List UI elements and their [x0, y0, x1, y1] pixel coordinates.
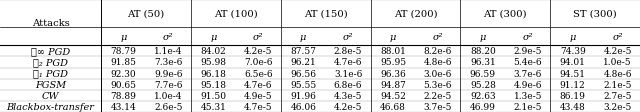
Text: 94.52: 94.52: [380, 91, 406, 100]
Text: 96.36: 96.36: [380, 69, 406, 78]
Text: 43.14: 43.14: [111, 102, 136, 111]
Text: σ²: σ²: [343, 32, 353, 41]
Text: 9.9e-6: 9.9e-6: [154, 69, 183, 78]
Text: σ²: σ²: [253, 32, 264, 41]
Text: 84.02: 84.02: [200, 47, 227, 56]
Text: 96.56: 96.56: [290, 69, 316, 78]
Text: σ²: σ²: [522, 32, 533, 41]
Text: ST (300): ST (300): [573, 9, 617, 18]
Text: 3.2e-5: 3.2e-5: [604, 102, 632, 111]
Text: 86.19: 86.19: [560, 91, 586, 100]
Text: 92.63: 92.63: [470, 91, 495, 100]
Text: 5.3e-6: 5.3e-6: [424, 80, 452, 89]
Text: 4.2e-5: 4.2e-5: [244, 47, 273, 56]
Text: AT (200): AT (200): [394, 9, 437, 18]
Text: 4.9e-6: 4.9e-6: [513, 80, 542, 89]
Text: 91.50: 91.50: [200, 91, 227, 100]
Text: 90.65: 90.65: [111, 80, 136, 89]
Text: 6.8e-6: 6.8e-6: [334, 80, 362, 89]
Text: 5.4e-6: 5.4e-6: [513, 58, 542, 67]
Text: 94.87: 94.87: [380, 80, 406, 89]
Text: 3.7e-5: 3.7e-5: [424, 102, 452, 111]
Text: 95.95: 95.95: [380, 58, 406, 67]
Text: 43.48: 43.48: [560, 102, 586, 111]
Text: 91.12: 91.12: [560, 80, 586, 89]
Text: 96.31: 96.31: [470, 58, 496, 67]
Text: 4.7e-6: 4.7e-6: [334, 58, 362, 67]
Text: AT (150): AT (150): [304, 9, 348, 18]
Text: 95.55: 95.55: [290, 80, 316, 89]
Text: 1.0e-4: 1.0e-4: [154, 91, 183, 100]
Text: 92.30: 92.30: [111, 69, 136, 78]
Text: 4.7e-6: 4.7e-6: [244, 80, 273, 89]
Text: σ²: σ²: [433, 32, 443, 41]
Text: 7.7e-6: 7.7e-6: [154, 80, 183, 89]
Text: 3.7e-6: 3.7e-6: [513, 69, 542, 78]
Text: 94.01: 94.01: [560, 58, 586, 67]
Text: 91.96: 91.96: [291, 91, 316, 100]
Text: AT (50): AT (50): [127, 9, 164, 18]
Text: 88.20: 88.20: [470, 47, 496, 56]
Text: 1.0e-5: 1.0e-5: [604, 58, 632, 67]
Text: 2.8e-5: 2.8e-5: [334, 47, 362, 56]
Text: 2.1e-5: 2.1e-5: [513, 102, 542, 111]
Text: 7.0e-6: 7.0e-6: [244, 58, 273, 67]
Text: μ: μ: [479, 32, 486, 41]
Text: μ: μ: [300, 32, 307, 41]
Text: 88.01: 88.01: [380, 47, 406, 56]
Text: 87.57: 87.57: [290, 47, 316, 56]
Text: 96.18: 96.18: [200, 69, 227, 78]
Text: 45.31: 45.31: [200, 102, 227, 111]
Text: FGSM: FGSM: [35, 80, 66, 89]
Text: 4.9e-5: 4.9e-5: [244, 91, 273, 100]
Text: AT (300): AT (300): [483, 9, 527, 18]
Text: 3.1e-6: 3.1e-6: [334, 69, 362, 78]
Text: σ²: σ²: [612, 32, 623, 41]
Text: μ: μ: [120, 32, 127, 41]
Text: 95.18: 95.18: [200, 80, 227, 89]
Text: 74.39: 74.39: [560, 47, 586, 56]
Text: 3.0e-6: 3.0e-6: [424, 69, 452, 78]
Text: 96.21: 96.21: [291, 58, 316, 67]
Text: ℓ₂ PGD: ℓ₂ PGD: [33, 58, 68, 67]
Text: μ: μ: [390, 32, 396, 41]
Text: 94.51: 94.51: [559, 69, 586, 78]
Text: 2.1e-5: 2.1e-5: [604, 80, 632, 89]
Text: 6.5e-6: 6.5e-6: [244, 69, 273, 78]
Text: 78.89: 78.89: [111, 91, 136, 100]
Text: 46.99: 46.99: [470, 102, 496, 111]
Text: 2.6e-5: 2.6e-5: [154, 102, 183, 111]
Text: 1.1e-4: 1.1e-4: [154, 47, 183, 56]
Text: CW: CW: [42, 91, 60, 100]
Text: Attacks: Attacks: [32, 18, 69, 27]
Text: 78.79: 78.79: [111, 47, 136, 56]
Text: 96.59: 96.59: [470, 69, 496, 78]
Text: 1.3e-5: 1.3e-5: [513, 91, 542, 100]
Text: 46.68: 46.68: [380, 102, 406, 111]
Text: 2.7e-5: 2.7e-5: [604, 91, 632, 100]
Text: 2.2e-5: 2.2e-5: [424, 91, 452, 100]
Text: Blackbox-transfer: Blackbox-transfer: [6, 102, 95, 111]
Text: 4.2e-5: 4.2e-5: [604, 47, 632, 56]
Text: 4.3e-5: 4.3e-5: [334, 91, 362, 100]
Text: 4.2e-5: 4.2e-5: [334, 102, 362, 111]
Text: 7.3e-6: 7.3e-6: [154, 58, 182, 67]
Text: 4.7e-5: 4.7e-5: [244, 102, 273, 111]
Text: ℓ∞ PGD: ℓ∞ PGD: [31, 47, 70, 56]
Text: 4.8e-6: 4.8e-6: [604, 69, 632, 78]
Text: 4.8e-6: 4.8e-6: [424, 58, 452, 67]
Text: σ²: σ²: [163, 32, 173, 41]
Text: AT (100): AT (100): [214, 9, 258, 18]
Text: μ: μ: [210, 32, 216, 41]
Text: μ: μ: [570, 32, 576, 41]
Text: 95.98: 95.98: [200, 58, 227, 67]
Text: 8.2e-6: 8.2e-6: [424, 47, 452, 56]
Text: 46.06: 46.06: [291, 102, 316, 111]
Text: 91.85: 91.85: [111, 58, 136, 67]
Text: 2.9e-5: 2.9e-5: [513, 47, 542, 56]
Text: ℓ₁ PGD: ℓ₁ PGD: [33, 69, 68, 78]
Text: 95.28: 95.28: [470, 80, 496, 89]
